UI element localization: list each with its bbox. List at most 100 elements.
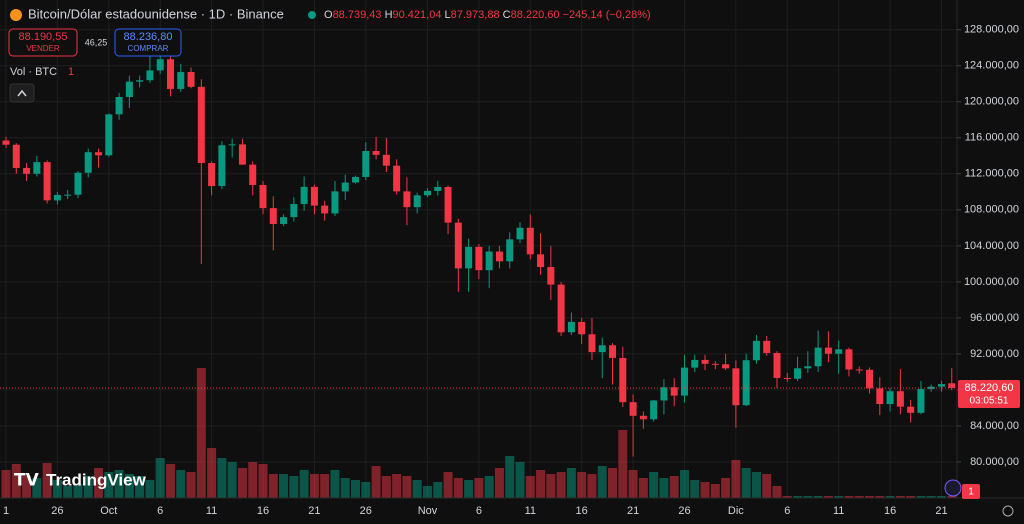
y-tick-label: 108.000,00 [964, 204, 1019, 216]
candle-body [896, 391, 904, 407]
candle-body [557, 284, 565, 333]
candle-body [33, 162, 41, 174]
spread: 46,25 [85, 37, 108, 47]
candle-body [341, 182, 349, 192]
volume-bar [587, 474, 597, 498]
volume-bar [669, 476, 679, 498]
volume-bar [145, 480, 155, 498]
volume-bar [402, 476, 412, 498]
candle-body [588, 334, 596, 353]
candle-body [64, 194, 72, 196]
candle-body [321, 205, 329, 214]
volume-bar [412, 480, 422, 498]
candle-body [300, 186, 308, 204]
settings-icon[interactable] [1002, 505, 1014, 517]
volume-bar [258, 464, 268, 498]
volume-bar [577, 472, 587, 498]
buy-button[interactable] [114, 28, 182, 57]
volume-bar [844, 496, 854, 498]
candle-body [177, 72, 185, 89]
candle-body [814, 347, 822, 367]
volume-bar [793, 496, 803, 498]
volume-bar [1, 470, 11, 498]
x-tick-label: Oct [100, 505, 117, 517]
volume-bar [52, 480, 62, 498]
volume-bar [340, 478, 350, 498]
y-tick-label: 96.000,00 [970, 312, 1019, 324]
volume-bar [895, 496, 905, 498]
candle-body [352, 176, 360, 183]
badge-box [962, 484, 980, 499]
volume-bar [721, 478, 731, 498]
candle-body [238, 144, 246, 165]
candle-body [12, 144, 20, 168]
c-label: C [503, 9, 511, 21]
candle-body [413, 195, 421, 208]
volume-bar [628, 470, 638, 498]
candle-body [752, 340, 760, 361]
candle-body [228, 144, 236, 146]
volume-bar [268, 474, 278, 498]
y-tick-label: 104.000,00 [964, 240, 1019, 252]
x-tick-label: 11 [833, 505, 844, 517]
candle-body [845, 349, 853, 370]
change: −245,14 (−0,28%) [563, 9, 651, 21]
candle-body [794, 368, 802, 379]
logo: TradingView [46, 470, 147, 489]
collapse-icon [17, 89, 27, 97]
volume-bar [22, 476, 32, 498]
candle-body [835, 349, 843, 354]
volume-bar [608, 468, 618, 498]
candle-body [454, 222, 462, 269]
x-tick-label: 26 [51, 505, 63, 517]
volume-bar [906, 496, 916, 498]
candle-body [598, 345, 606, 353]
volume-bar [505, 456, 515, 498]
volume-bar [422, 486, 432, 498]
volume-bar [865, 496, 875, 498]
grid [0, 0, 957, 498]
x-tick-label: 6 [157, 505, 163, 517]
symbol-title: Bitcoin/Dólar estadounidense · 1D · Bina… [28, 6, 284, 21]
volume-bar [155, 458, 165, 498]
candle-body [927, 386, 935, 390]
candle-body [526, 227, 534, 255]
volume-bar [834, 496, 844, 498]
sell-label: VENDER [26, 44, 60, 53]
volume-bar [926, 496, 936, 498]
candle-body [578, 321, 586, 335]
candle-layer [2, 45, 956, 457]
y-tick-label: 112.000,00 [965, 168, 1019, 180]
candle-body [711, 363, 719, 365]
candle-body [485, 251, 493, 271]
y-tick-label: 84.000,00 [970, 420, 1019, 432]
candle-body [280, 217, 288, 224]
candle-body [331, 191, 339, 214]
sell-button[interactable] [8, 28, 78, 57]
event-icon[interactable] [944, 479, 962, 497]
y-tick-label: 120.000,00 [964, 96, 1019, 108]
collapse-button[interactable] [9, 83, 35, 103]
candle-body [783, 377, 791, 379]
volume-bar [289, 476, 299, 498]
volume-bar [392, 474, 402, 498]
volume-bar [453, 478, 463, 498]
candle-body [166, 59, 174, 89]
l-label: L [445, 9, 451, 21]
candle-body [156, 59, 164, 71]
volume-bar [237, 468, 247, 498]
candle-body [763, 340, 771, 354]
x-tick-label: 21 [935, 505, 947, 517]
candle-body [403, 191, 411, 208]
candle-body [423, 190, 431, 196]
candle-body [567, 321, 575, 333]
volume-bar [104, 472, 114, 498]
volume-bar [731, 460, 741, 498]
candle-body [917, 389, 925, 413]
candle-body [43, 162, 51, 201]
buy-label: COMPRAR [128, 44, 169, 53]
volume-bar [597, 466, 607, 498]
x-tick-label: Nov [418, 505, 438, 517]
volume-bar [124, 474, 134, 498]
candle-body [547, 267, 555, 285]
